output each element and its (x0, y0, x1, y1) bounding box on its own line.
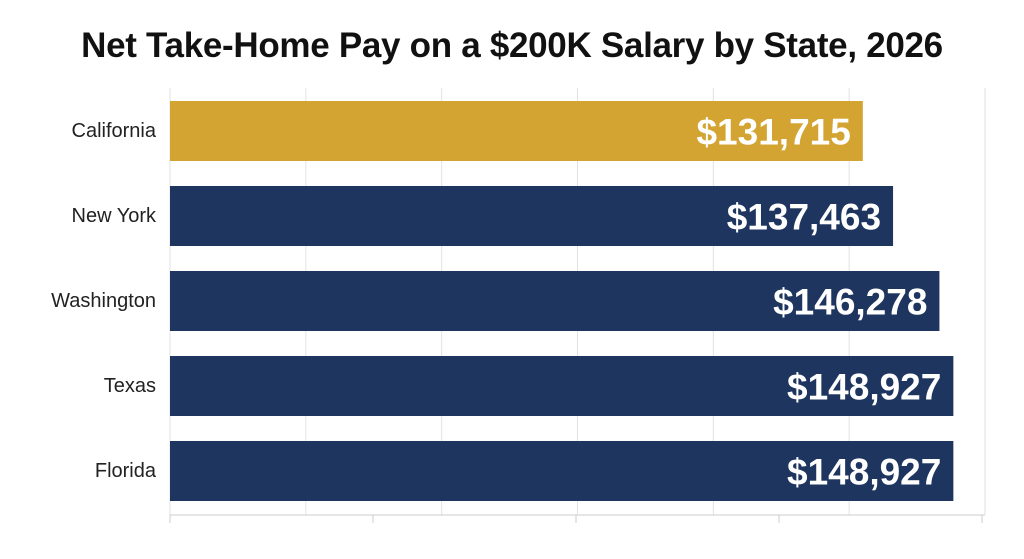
category-labels: California New York Washington Texas Florida (51, 120, 157, 482)
value-label: $148,927 (787, 367, 941, 408)
bar-california (170, 101, 863, 161)
value-label: $148,927 (787, 452, 941, 493)
category-label: Texas (104, 375, 156, 397)
bar-florida (170, 441, 954, 501)
chart-title: Net Take-Home Pay on a $200K Salary by S… (81, 26, 943, 65)
bars (170, 101, 954, 501)
bar-washington (170, 271, 940, 331)
bar-texas (170, 356, 954, 416)
category-label: Florida (95, 460, 157, 482)
bar-new-york (170, 186, 894, 246)
value-label: $146,278 (773, 282, 927, 323)
value-labels: $131,715 $137,463 $146,278 $148,927 $148,927 (696, 112, 941, 493)
value-label: $137,463 (727, 197, 881, 238)
category-label: New York (72, 205, 157, 227)
category-label: California (72, 120, 157, 142)
value-label: $131,715 (696, 112, 850, 153)
category-label: Washington (51, 290, 156, 312)
